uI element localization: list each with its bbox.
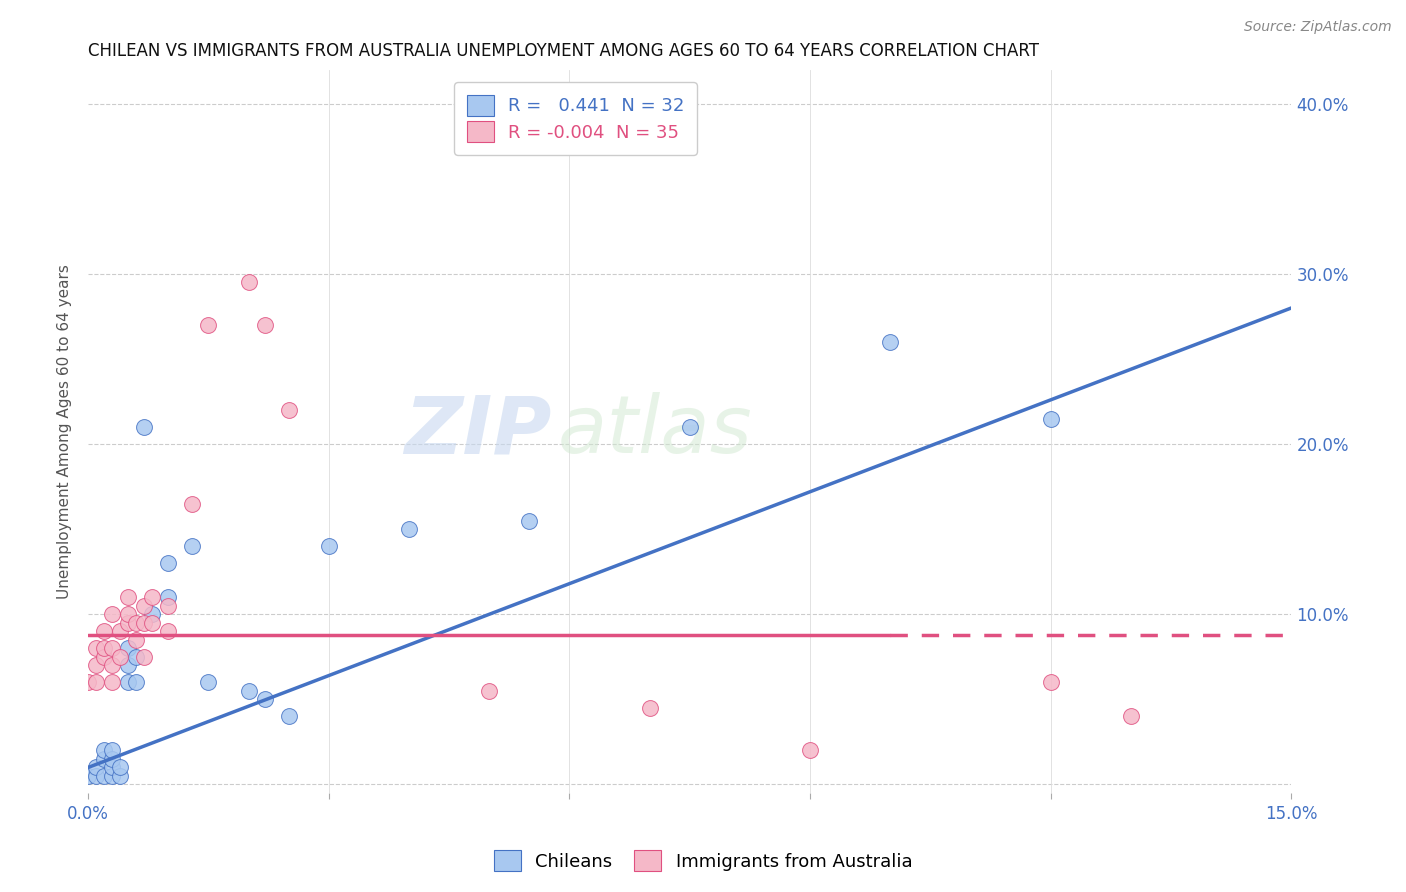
Legend: R =   0.441  N = 32, R = -0.004  N = 35: R = 0.441 N = 32, R = -0.004 N = 35 xyxy=(454,82,697,154)
Point xyxy=(84,769,107,783)
Point xyxy=(197,675,219,690)
Point xyxy=(679,420,702,434)
Point xyxy=(253,318,276,332)
Point xyxy=(134,615,156,630)
Point xyxy=(318,539,340,553)
Point xyxy=(799,743,821,757)
Point xyxy=(519,514,541,528)
Point xyxy=(157,591,180,605)
Point xyxy=(110,769,132,783)
Point xyxy=(125,615,148,630)
Point xyxy=(134,420,156,434)
Point xyxy=(117,591,139,605)
Point xyxy=(879,334,901,349)
Point xyxy=(117,607,139,622)
Point xyxy=(117,658,139,673)
Point xyxy=(277,403,299,417)
Point xyxy=(117,615,139,630)
Text: Source: ZipAtlas.com: Source: ZipAtlas.com xyxy=(1244,20,1392,34)
Legend: Chileans, Immigrants from Australia: Chileans, Immigrants from Australia xyxy=(486,843,920,879)
Point xyxy=(157,624,180,639)
Text: atlas: atlas xyxy=(557,392,752,470)
Point xyxy=(101,743,124,757)
Point xyxy=(478,684,501,698)
Point xyxy=(110,624,132,639)
Point xyxy=(238,684,260,698)
Point xyxy=(93,769,115,783)
Point xyxy=(101,658,124,673)
Point xyxy=(157,556,180,570)
Point xyxy=(84,658,107,673)
Point xyxy=(277,709,299,723)
Point xyxy=(93,649,115,664)
Point xyxy=(1039,411,1062,425)
Point xyxy=(93,624,115,639)
Point xyxy=(93,752,115,766)
Point xyxy=(117,675,139,690)
Point xyxy=(84,641,107,656)
Point xyxy=(134,599,156,613)
Y-axis label: Unemployment Among Ages 60 to 64 years: Unemployment Among Ages 60 to 64 years xyxy=(58,264,72,599)
Point xyxy=(157,599,180,613)
Point xyxy=(101,607,124,622)
Point xyxy=(110,760,132,774)
Point xyxy=(141,591,163,605)
Point xyxy=(125,649,148,664)
Point xyxy=(101,641,124,656)
Point xyxy=(134,649,156,664)
Point xyxy=(238,276,260,290)
Point xyxy=(253,692,276,706)
Point xyxy=(125,632,148,647)
Point xyxy=(84,760,107,774)
Point xyxy=(93,743,115,757)
Point xyxy=(101,752,124,766)
Point xyxy=(638,701,661,715)
Point xyxy=(181,539,204,553)
Point xyxy=(1119,709,1142,723)
Point xyxy=(77,769,100,783)
Text: ZIP: ZIP xyxy=(404,392,551,470)
Point xyxy=(141,615,163,630)
Point xyxy=(125,675,148,690)
Point xyxy=(197,318,219,332)
Point xyxy=(1039,675,1062,690)
Point xyxy=(110,649,132,664)
Point xyxy=(181,497,204,511)
Point xyxy=(117,641,139,656)
Text: CHILEAN VS IMMIGRANTS FROM AUSTRALIA UNEMPLOYMENT AMONG AGES 60 TO 64 YEARS CORR: CHILEAN VS IMMIGRANTS FROM AUSTRALIA UNE… xyxy=(89,42,1039,60)
Point xyxy=(101,675,124,690)
Point xyxy=(77,675,100,690)
Point xyxy=(141,607,163,622)
Point xyxy=(101,760,124,774)
Point xyxy=(84,675,107,690)
Point xyxy=(398,522,420,536)
Point xyxy=(93,641,115,656)
Point xyxy=(101,769,124,783)
